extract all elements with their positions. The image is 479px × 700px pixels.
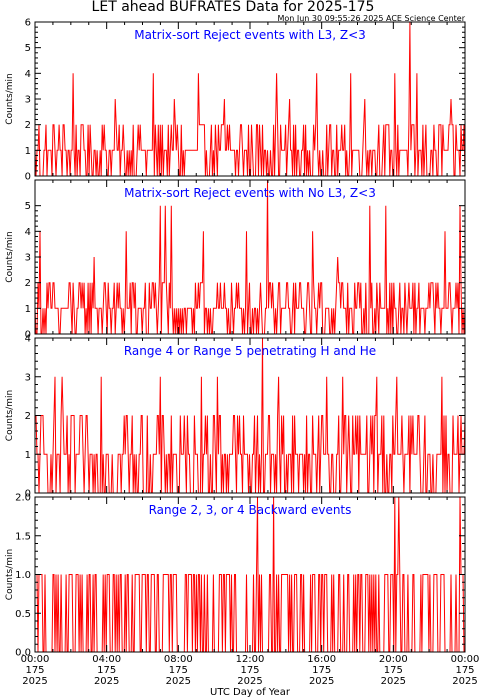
y-tick-label: 2.0	[15, 493, 31, 504]
x-tick-label: 00:00	[21, 654, 50, 665]
x-tick-label: 175	[312, 665, 331, 676]
chart-panel: 0 1 2 3 4 5 Matrix-sort Reject events with No …	[5, 179, 466, 341]
panel-title: Range 2, 3, or 4 Backward events	[149, 503, 352, 517]
y-tick-label: 4	[25, 334, 31, 345]
y-tick-label: 3	[25, 372, 31, 383]
x-tick-label: 175	[97, 665, 116, 676]
y-tick-label: 2	[25, 278, 31, 289]
y-tick-label: 5	[25, 43, 31, 54]
y-tick-label: 6	[25, 18, 31, 29]
panel-title: Matrix-sort Reject events with L3, Z<3	[134, 28, 366, 42]
x-tick-label: 08:00	[164, 654, 193, 665]
x-tick-label: 00:00	[451, 654, 479, 665]
x-tick-label: 2025	[237, 676, 262, 687]
x-tick-label: 175	[25, 665, 44, 676]
x-tick-label: 16:00	[307, 654, 336, 665]
y-tick-label: 1.0	[15, 570, 31, 581]
x-tick-label: 2025	[381, 676, 406, 687]
x-axis-label: UTC Day of Year	[210, 687, 291, 698]
plot-frame	[34, 21, 466, 177]
series-line	[35, 337, 466, 494]
y-tick-label: 2	[25, 411, 31, 422]
timestamp-label: Mon Jun 30 09:55:26 2025 ACE Science Cen…	[277, 14, 465, 23]
panel-title: Matrix-sort Reject events with No L3, Z<…	[124, 186, 376, 200]
y-tick-label: 4	[25, 69, 31, 80]
y-tick-label: 3	[25, 95, 31, 106]
y-axis-label: Counts/min	[5, 390, 15, 441]
y-axis-label: Counts/min	[5, 549, 15, 600]
y-tick-label: 5	[25, 201, 31, 212]
y-axis-label: Counts/min	[5, 231, 15, 282]
y-tick-label: 1	[25, 146, 31, 157]
x-tick-label: 2025	[94, 676, 119, 687]
x-tick-label: 175	[240, 665, 259, 676]
x-axis-tick-labels: 00:00175202504:00175202508:00175202512:0…	[21, 654, 479, 687]
y-tick-label: 0	[25, 172, 31, 183]
chart-panel: 0 1 2 3 4 Range 4 or Range 5 penetrating H an…	[5, 334, 466, 500]
series-line	[34, 21, 466, 177]
x-tick-label: 175	[384, 665, 403, 676]
figure-title: LET ahead BUFRATES Data for 2025-175	[92, 0, 375, 15]
y-tick-label: 1	[25, 304, 31, 315]
chart-panel: 0.0 0.5 1.0 1.5 2.0 Range 2, 3, or 4 Backward…	[5, 493, 466, 659]
chart-panels: 0 1 2 3 4 5 6 Matrix-sort Reject events with L3…	[5, 18, 466, 659]
y-axis-label: Counts/min	[5, 73, 15, 124]
y-tick-label: 0.0	[15, 648, 31, 659]
x-tick-label: 2025	[309, 676, 334, 687]
x-tick-label: 20:00	[379, 654, 408, 665]
y-tick-label: 0.5	[15, 609, 31, 620]
y-tick-label: 1.5	[15, 531, 31, 542]
y-tick-label: 0	[25, 489, 31, 500]
series-line	[35, 496, 465, 653]
y-tick-label: 3	[25, 253, 31, 264]
panel-title: Range 4 or Range 5 penetrating H and He	[124, 344, 376, 358]
x-tick-label: 2025	[452, 676, 477, 687]
y-tick-label: 1	[25, 450, 31, 461]
y-tick-label: 2	[25, 120, 31, 131]
x-tick-label: 2025	[22, 676, 47, 687]
x-tick-label: 175	[455, 665, 474, 676]
chart-panel: 0 1 2 3 4 5 6 Matrix-sort Reject events with L3…	[5, 18, 466, 183]
x-tick-label: 2025	[166, 676, 191, 687]
x-tick-label: 12:00	[236, 654, 265, 665]
x-tick-label: 04:00	[92, 654, 121, 665]
y-tick-label: 0	[25, 330, 31, 341]
y-tick-label: 4	[25, 227, 31, 238]
series-line	[34, 179, 466, 335]
x-tick-label: 175	[169, 665, 188, 676]
